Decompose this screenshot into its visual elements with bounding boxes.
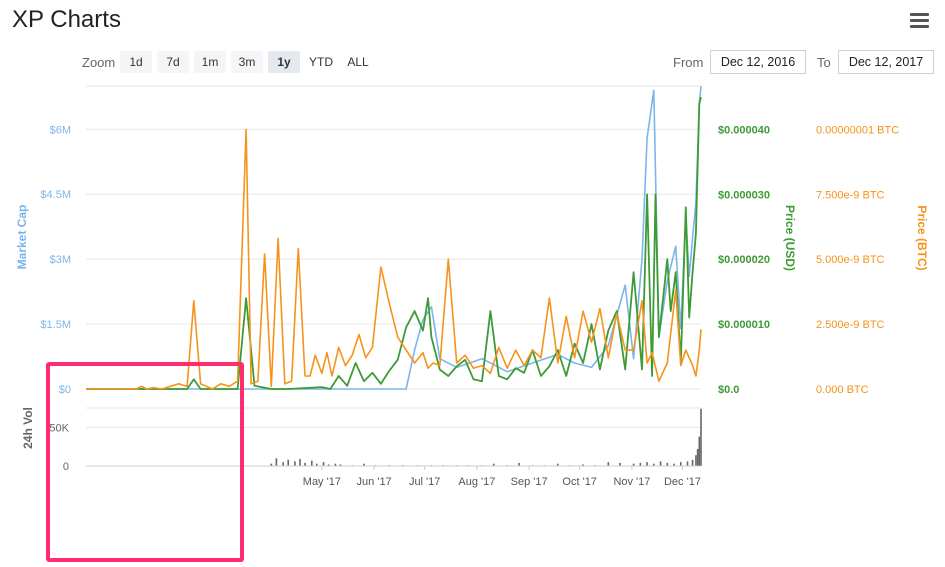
volume-tick-label: 0 — [63, 461, 69, 473]
price-btc-tick-label: 2.500e-9 BTC — [816, 319, 885, 331]
x-tick-label: Oct '17 — [562, 476, 597, 488]
volume-bar — [334, 463, 337, 466]
to-label: To — [817, 55, 831, 70]
price-usd-tick-label: $0.000030 — [718, 189, 770, 201]
zoom-3m-button[interactable]: 3m — [231, 51, 263, 73]
price-btc-tick-label: 7.500e-9 BTC — [816, 189, 885, 201]
volume-bar — [686, 461, 689, 466]
volume-axis-title: 24h Vol — [21, 407, 35, 449]
volume-bar — [556, 463, 559, 466]
market-cap-axis-title: Market Cap — [15, 205, 29, 270]
volume-bar — [666, 462, 669, 466]
volume-bar — [310, 460, 313, 466]
market-cap-series-line — [86, 85, 702, 390]
zoom-7d-button[interactable]: 7d — [157, 51, 189, 73]
volume-bar — [700, 408, 702, 466]
volume-bar — [639, 462, 642, 466]
x-tick-label: May '17 — [303, 476, 341, 488]
zoom-ytd-button[interactable]: YTD — [309, 55, 333, 69]
x-tick-label: Nov '17 — [613, 476, 650, 488]
volume-bar — [582, 464, 584, 466]
price-usd-tick-label: $0.0 — [718, 384, 739, 396]
market-cap-tick-label: $3M — [50, 254, 71, 266]
volume-bar — [673, 463, 675, 466]
x-tick-label: Sep '17 — [511, 476, 548, 488]
price-usd-tick-label: $0.000040 — [718, 124, 770, 136]
volume-bar — [282, 462, 284, 466]
price-btc-axis-title: Price (BTC) — [915, 205, 929, 270]
x-tick-label: Jul '17 — [409, 476, 440, 488]
volume-bar — [492, 463, 495, 466]
volume-bar — [322, 462, 325, 466]
volume-bar — [518, 462, 520, 466]
volume-bar — [287, 459, 289, 466]
market-cap-tick-label: $6M — [50, 124, 71, 136]
volume-bar — [632, 463, 635, 466]
volume-bar — [696, 448, 699, 466]
volume-bar — [327, 464, 330, 466]
volume-bar — [304, 462, 306, 466]
price-usd-series-line — [86, 96, 702, 390]
volume-bar — [619, 462, 621, 466]
price-btc-series-line — [86, 128, 702, 390]
volume-bar — [299, 459, 301, 466]
to-date-input[interactable]: Dec 12, 2017 — [838, 50, 934, 74]
volume-bar — [363, 463, 365, 466]
from-label: From — [673, 55, 704, 70]
volume-bar — [607, 462, 610, 466]
volume-bar — [646, 462, 648, 466]
x-tick-label: Jun '17 — [357, 476, 392, 488]
volume-bar — [698, 436, 701, 466]
price-usd-tick-label: $0.000020 — [718, 254, 770, 266]
volume-bar — [679, 462, 682, 466]
market-cap-tick-label: $0 — [59, 384, 71, 396]
zoom-1y-button[interactable]: 1y — [268, 51, 300, 73]
market-cap-tick-label: $1.5M — [40, 319, 71, 331]
volume-bar — [316, 463, 318, 466]
price-btc-tick-label: 0.00000001 BTC — [816, 124, 899, 136]
volume-bar — [294, 461, 296, 466]
from-date-input[interactable]: Dec 12, 2016 — [710, 50, 806, 74]
volume-bar — [275, 458, 278, 466]
price-btc-tick-label: 0.000 BTC — [816, 384, 869, 396]
volume-bar — [339, 464, 342, 466]
x-tick-label: Dec '17 — [664, 476, 701, 488]
volume-tick-label: 50K — [49, 422, 69, 434]
hamburger-menu-icon[interactable] — [910, 13, 929, 29]
price-btc-tick-label: 5.000e-9 BTC — [816, 254, 885, 266]
page-title: XP Charts — [12, 6, 121, 33]
volume-bar — [270, 463, 273, 466]
price-usd-axis-title: Price (USD) — [783, 205, 797, 271]
volume-bar — [653, 463, 655, 466]
zoom-1d-button[interactable]: 1d — [120, 51, 152, 73]
x-tick-label: Aug '17 — [458, 476, 495, 488]
zoom-1m-button[interactable]: 1m — [194, 51, 226, 73]
zoom-label: Zoom — [82, 55, 116, 70]
market-cap-tick-label: $4.5M — [40, 189, 71, 201]
volume-bar — [659, 461, 662, 466]
price-usd-tick-label: $0.000010 — [718, 319, 770, 331]
volume-bar — [691, 459, 694, 466]
zoom-all-button[interactable]: ALL — [347, 55, 369, 69]
volume-bar — [695, 455, 697, 466]
